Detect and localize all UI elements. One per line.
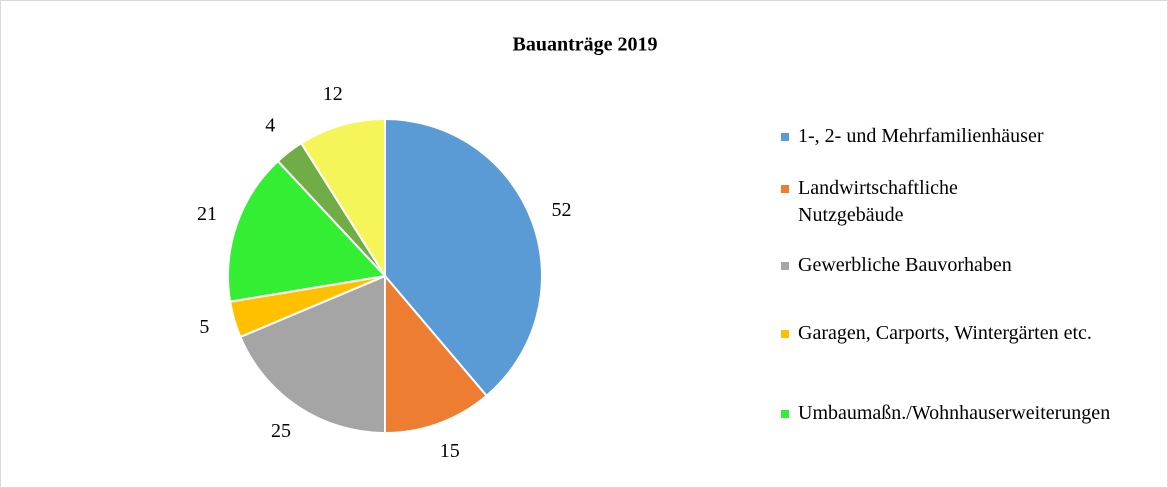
legend-swatch xyxy=(781,133,789,141)
pie-slice xyxy=(227,159,388,303)
pie-slice xyxy=(299,117,386,280)
data-label: 52 xyxy=(551,199,571,221)
data-label: 25 xyxy=(271,420,291,442)
chart-title: Bauanträge 2019 xyxy=(513,34,658,56)
legend-label: Garagen, Carports, Wintergärten etc. xyxy=(798,322,1092,344)
data-label: 4 xyxy=(265,115,275,137)
legend-item: Gewerbliche Bauvorhaben xyxy=(781,252,1168,279)
legend-item: 1-, 2- und Mehrfamilienhäuser xyxy=(781,123,1168,150)
pie-slice xyxy=(384,117,543,398)
legend-item: Umbaumaßn./Wohnhauserweiterungen xyxy=(781,400,1148,427)
legend-label: Gewerbliche Bauvorhaben xyxy=(798,254,1012,276)
legend-label: Landwirtschaftliche Nutzgebäude xyxy=(798,177,958,226)
pie-slice xyxy=(238,274,386,435)
legend-swatch xyxy=(781,330,789,338)
data-label: 21 xyxy=(197,203,217,225)
data-label: 5 xyxy=(199,316,209,338)
legend-swatch xyxy=(781,262,789,270)
data-label: 15 xyxy=(440,440,460,462)
legend-swatch xyxy=(781,185,789,193)
legend-label: Umbaumaßn./Wohnhauserweiterungen xyxy=(798,402,1111,424)
legend-item: Garagen, Carports, Wintergärten etc. xyxy=(781,320,1168,347)
data-label: 12 xyxy=(323,83,343,105)
legend-swatch xyxy=(781,410,789,418)
legend-item: Landwirtschaftliche Nutzgebäude xyxy=(781,175,1048,229)
legend-label: 1-, 2- und Mehrfamilienhäuser xyxy=(798,125,1044,147)
pie-slice xyxy=(384,273,488,435)
